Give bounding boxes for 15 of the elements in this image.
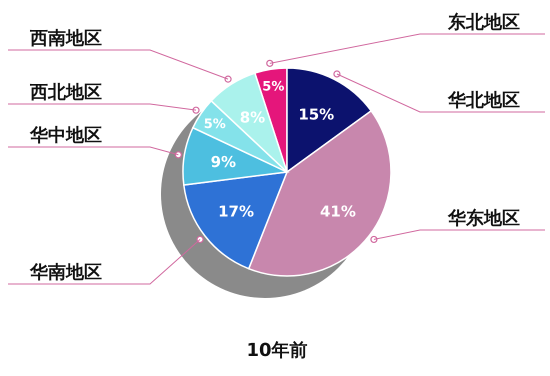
data-label: 41% bbox=[320, 202, 356, 221]
data-label: 5% bbox=[262, 80, 284, 95]
slice-label: 华中地区 bbox=[29, 125, 102, 146]
data-label: 15% bbox=[298, 106, 334, 124]
slice-label: 西南地区 bbox=[29, 28, 102, 49]
slice-label: 东北地区 bbox=[447, 12, 520, 33]
slice-label: 华北地区 bbox=[447, 90, 520, 111]
data-label: 5% bbox=[204, 116, 226, 132]
data-label: 9% bbox=[210, 152, 236, 171]
slice-label: 华东地区 bbox=[447, 208, 520, 229]
text: 10年前 bbox=[246, 340, 308, 361]
data-label: 8% bbox=[240, 108, 266, 127]
slice-label: 华南地区 bbox=[29, 262, 102, 283]
data-label: 17% bbox=[218, 202, 254, 221]
slice-label: 西北地区 bbox=[29, 82, 102, 103]
